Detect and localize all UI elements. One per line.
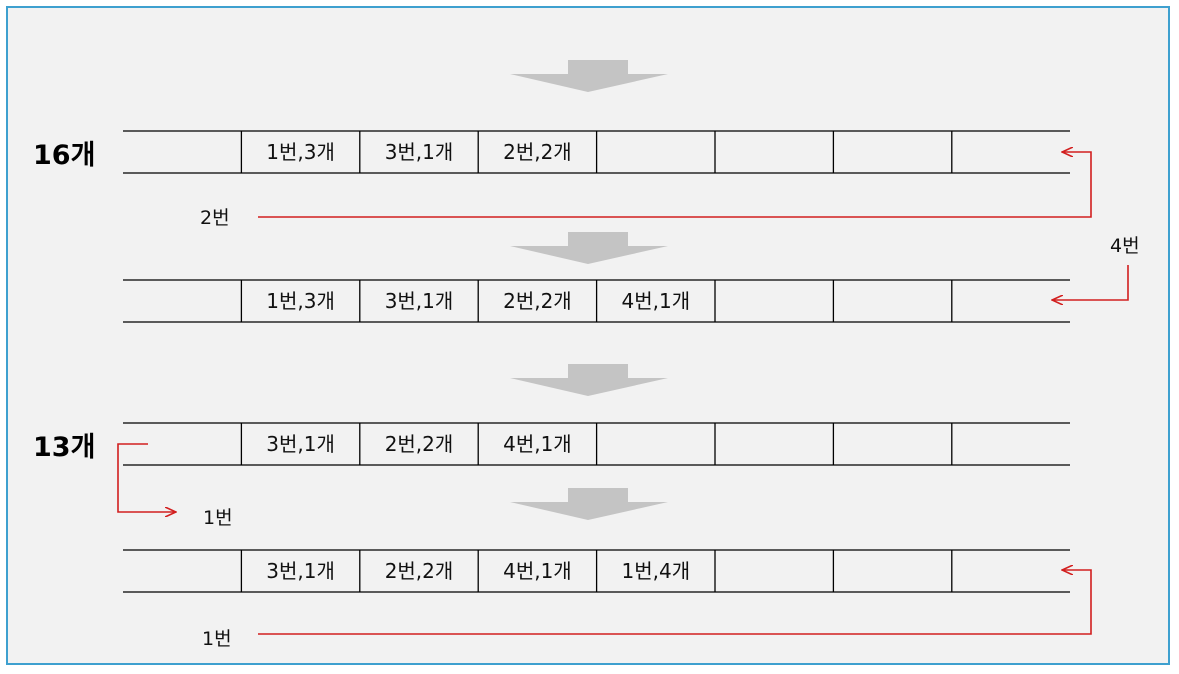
queue-cell: 1번,3개 [266,140,335,164]
diagram-frame [6,6,1170,665]
queue-cell: 2번,2개 [503,289,572,313]
flow-down-arrow [510,60,668,92]
queue-row: 1번,3개 3번,1개 2번,2개 4번,1개 [123,279,1070,323]
queue-cell: 1번,4개 [621,559,690,583]
queue-row: 1번,3개 3번,1개 2번,2개 16개 [33,130,1070,174]
queue-cell: 3번,1개 [385,289,454,313]
arrive-4-label: 4번 [1110,235,1140,257]
queue-cell: 3번,1개 [385,140,454,164]
queue-cell: 4번,1개 [621,289,690,313]
count-label: 16개 [33,140,95,171]
queue-cell: 3번,1개 [266,432,335,456]
return-2-label: 2번 [200,207,230,229]
flow-arrows [510,60,668,520]
remove-1-label: 1번 [203,507,233,529]
queue-cell: 2번,2개 [503,140,572,164]
flow-down-arrow [510,364,668,396]
red-arrows [117,152,1129,635]
queue-row: 3번,1개 2번,2개 4번,1개 13개 [33,422,1070,466]
return-1-label: 1번 [202,628,232,650]
count-label: 13개 [33,432,95,463]
flow-down-arrow [510,232,668,264]
arrive-4-arrow [1052,265,1129,300]
queue-cell: 4번,1개 [503,432,572,456]
return-2-arrow [258,152,1092,218]
queue-cell: 1번,3개 [266,289,335,313]
queue-cell: 4번,1개 [503,559,572,583]
queue-row: 3번,1개 2번,2개 4번,1개 1번,4개 [123,549,1070,593]
return-1-arrow [258,570,1092,635]
queue-cell: 2번,2개 [385,559,454,583]
remove-1-arrow [117,443,176,512]
queue-cell: 3번,1개 [266,559,335,583]
queue-cell: 2번,2개 [385,432,454,456]
flow-down-arrow [510,488,668,520]
